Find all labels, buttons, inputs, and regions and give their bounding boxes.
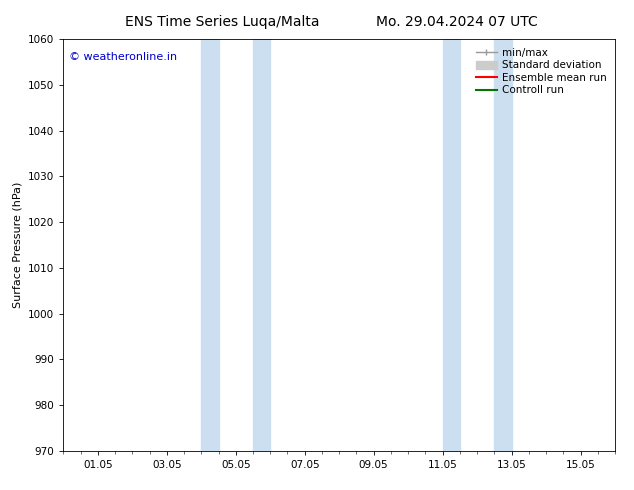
Bar bbox=[253, 39, 270, 451]
Legend: min/max, Standard deviation, Ensemble mean run, Controll run: min/max, Standard deviation, Ensemble me… bbox=[473, 45, 610, 98]
Text: Mo. 29.04.2024 07 UTC: Mo. 29.04.2024 07 UTC bbox=[375, 15, 538, 29]
Text: ENS Time Series Luqa/Malta: ENS Time Series Luqa/Malta bbox=[125, 15, 319, 29]
Text: © weatheronline.in: © weatheronline.in bbox=[69, 51, 177, 62]
Bar bbox=[443, 39, 460, 451]
Y-axis label: Surface Pressure (hPa): Surface Pressure (hPa) bbox=[13, 182, 23, 308]
Bar bbox=[202, 39, 219, 451]
Bar bbox=[495, 39, 512, 451]
